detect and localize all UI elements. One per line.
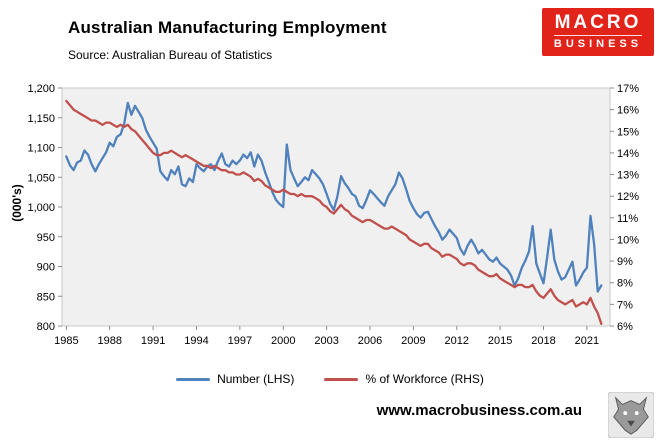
- svg-text:11%: 11%: [617, 213, 638, 225]
- svg-text:900: 900: [37, 262, 55, 274]
- svg-text:1,000: 1,000: [27, 202, 55, 214]
- svg-text:6%: 6%: [617, 321, 633, 333]
- svg-text:1997: 1997: [228, 335, 252, 347]
- svg-text:1,050: 1,050: [27, 172, 55, 184]
- svg-text:14%: 14%: [617, 148, 639, 160]
- legend-label-workforce-rhs: % of Workforce (RHS): [365, 372, 484, 386]
- legend-label-number-lhs: Number (LHS): [217, 372, 295, 386]
- legend-item-number: Number (LHS): [176, 372, 294, 386]
- svg-text:9%: 9%: [617, 256, 633, 268]
- svg-text:1,100: 1,100: [27, 143, 55, 155]
- svg-text:12%: 12%: [617, 191, 639, 203]
- svg-text:2000: 2000: [271, 335, 295, 347]
- svg-text:2003: 2003: [314, 335, 338, 347]
- svg-text:16%: 16%: [617, 105, 639, 117]
- legend-swatch-number-lhs: [176, 377, 211, 381]
- website-url: www.macrobusiness.com.au: [376, 402, 582, 419]
- svg-text:2009: 2009: [401, 335, 425, 347]
- svg-text:2021: 2021: [575, 335, 599, 347]
- logo-line2: BUSINESS: [553, 34, 643, 51]
- chart-plot: 800 850 900 950 1,000 1,050 1,100 1,150 1,200 6% 7…: [27, 83, 639, 347]
- logo-line1: MACRO: [554, 11, 642, 33]
- legend-item-workforce: % of Workforce (RHS): [324, 372, 484, 386]
- svg-text:10%: 10%: [617, 234, 639, 246]
- svg-text:1991: 1991: [141, 335, 165, 347]
- svg-text:8%: 8%: [617, 278, 633, 290]
- svg-text:800: 800: [37, 321, 55, 333]
- svg-text:1988: 1988: [97, 335, 121, 347]
- chart-title: Australian Manufacturing Employment: [68, 18, 387, 37]
- macrobusiness-logo: MACRO BUSINESS: [542, 8, 654, 56]
- svg-text:1,150: 1,150: [27, 113, 55, 125]
- svg-text:950: 950: [37, 232, 55, 244]
- macrobusiness-wolf-logo: [608, 392, 654, 438]
- svg-text:7%: 7%: [617, 299, 633, 311]
- chart-source: Source: Australian Bureau of Statistics: [68, 48, 273, 62]
- svg-text:2006: 2006: [358, 335, 382, 347]
- svg-text:1994: 1994: [184, 335, 208, 347]
- svg-text:2018: 2018: [531, 335, 555, 347]
- svg-text:13%: 13%: [617, 170, 639, 182]
- svg-text:17%: 17%: [617, 83, 639, 95]
- svg-text:1,200: 1,200: [27, 83, 55, 95]
- svg-text:2015: 2015: [488, 335, 512, 347]
- legend-swatch-workforce-rhs: [324, 377, 359, 381]
- svg-text:2012: 2012: [444, 335, 468, 347]
- chart-legend: Number (LHS) % of Workforce (RHS): [0, 372, 660, 386]
- svg-text:1985: 1985: [54, 335, 78, 347]
- svg-text:850: 850: [37, 291, 55, 303]
- svg-text:15%: 15%: [617, 126, 639, 138]
